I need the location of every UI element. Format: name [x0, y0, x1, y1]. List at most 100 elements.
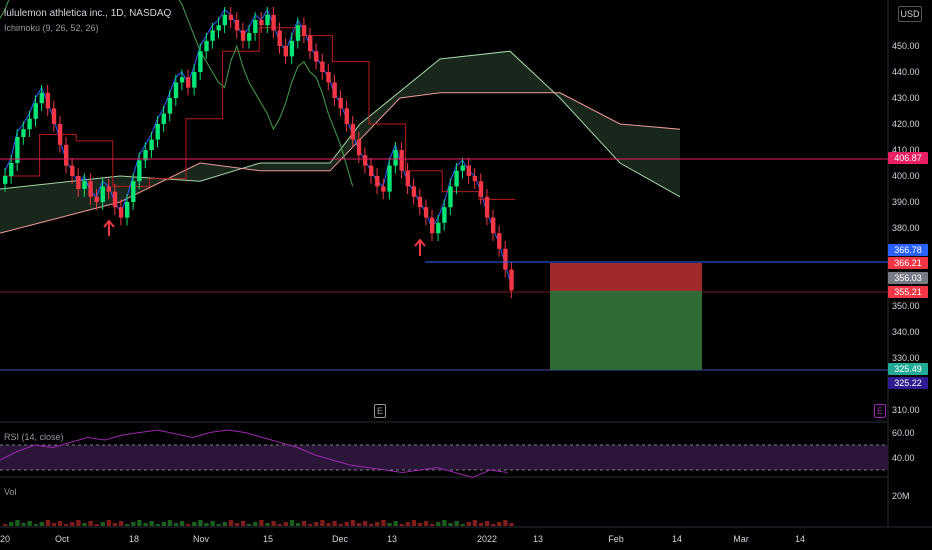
volume-bar [289, 520, 295, 526]
currency-button[interactable]: USD [898, 6, 922, 22]
candle [15, 129, 20, 171]
candle [125, 194, 130, 226]
rsi-tick: 60.00 [892, 428, 915, 438]
signal-arrow [103, 219, 426, 256]
candle [198, 43, 203, 80]
candle [454, 163, 459, 195]
volume-bar [247, 524, 252, 526]
volume-bar [381, 520, 386, 526]
volume-bar [326, 523, 331, 526]
candle [247, 25, 252, 49]
ichimoku-legend[interactable]: Ichimoku (9, 26, 52, 26) [4, 23, 99, 33]
price-tick: 420.00 [892, 119, 920, 129]
volume-bar [430, 524, 435, 526]
volume-bar [356, 523, 362, 526]
volume-bar [64, 524, 69, 526]
candle [112, 183, 118, 215]
volume-bar [198, 520, 203, 526]
volume-bar [375, 522, 380, 526]
volume-bar [210, 521, 215, 526]
time-tick: 15 [262, 534, 274, 544]
candle [45, 85, 51, 117]
rsi-legend[interactable]: RSI (14, close) [4, 432, 64, 442]
price-tag-stop: 366.78 [888, 244, 928, 256]
position-profit-zone[interactable] [550, 291, 702, 370]
candle [509, 261, 514, 299]
price-tick: 400.00 [892, 171, 920, 181]
price-tick: 330.00 [892, 353, 920, 363]
volume-bar [106, 520, 112, 526]
time-tick: 13 [532, 534, 544, 544]
volume-bar [76, 520, 81, 526]
candle [70, 157, 75, 184]
candle [222, 7, 227, 33]
volume-bar [167, 520, 173, 526]
earnings-event-icon[interactable]: E [374, 404, 386, 418]
candle [277, 22, 282, 54]
volume-bar [51, 523, 57, 526]
candle [216, 17, 221, 39]
volume-legend[interactable]: Vol [4, 487, 17, 497]
volume-bar [186, 524, 191, 526]
position-loss-zone[interactable] [550, 263, 702, 291]
candle [497, 225, 502, 257]
volume-bar [143, 523, 148, 526]
candle [51, 100, 57, 132]
volume-bar [387, 523, 392, 526]
volume-bar [27, 521, 32, 526]
volume-bar [94, 524, 99, 526]
volume-bar [405, 522, 410, 526]
symbol-title[interactable]: lululemon athletica inc., 1D, NASDAQ [4, 8, 172, 19]
candle [411, 178, 417, 205]
volume-bar [131, 522, 136, 526]
time-tick: 18 [128, 534, 140, 544]
candle [350, 116, 356, 148]
candle [179, 69, 185, 91]
candle [33, 95, 38, 127]
candle [88, 173, 93, 205]
volume-bar [362, 521, 368, 526]
volume-bar [45, 520, 51, 526]
candle [21, 121, 26, 145]
candle [210, 22, 215, 49]
candle [442, 199, 447, 231]
candle [491, 209, 496, 241]
volume-bar [436, 522, 441, 526]
ichimoku-lines [0, 0, 516, 286]
volume-bar [70, 522, 75, 526]
candle [173, 74, 179, 106]
volume-bar [100, 522, 105, 526]
volume-bar [338, 524, 343, 526]
candle [375, 168, 380, 195]
candle [381, 178, 386, 200]
volume-bar [491, 524, 496, 526]
volume-bar [234, 523, 240, 526]
candle [387, 157, 392, 200]
candle [484, 189, 490, 226]
ichimoku-cloud [0, 50, 681, 234]
volume-bar [118, 521, 124, 526]
volume-bar [3, 524, 8, 526]
price-tick: 390.00 [892, 197, 920, 207]
price-tag-target-line: 325.22 [888, 377, 928, 389]
volume-bar [295, 523, 301, 526]
time-tick: 14 [794, 534, 806, 544]
volume-bar [216, 524, 221, 526]
volume-bar [265, 523, 270, 526]
volume-bar [204, 523, 209, 526]
candle [265, 7, 270, 33]
time-tick: 2022 [476, 534, 498, 544]
volume-bar [253, 522, 258, 526]
volume-bar [192, 522, 197, 526]
candle [460, 157, 465, 179]
rsi-line [0, 429, 508, 479]
volume-bar [484, 521, 490, 526]
leading-span-a [0, 50, 681, 198]
candle [57, 116, 63, 153]
volume-bar [423, 521, 429, 526]
candle [253, 12, 258, 41]
volume-bar [173, 523, 179, 526]
earnings-event-icon[interactable]: E [874, 404, 886, 418]
candle [100, 178, 105, 210]
